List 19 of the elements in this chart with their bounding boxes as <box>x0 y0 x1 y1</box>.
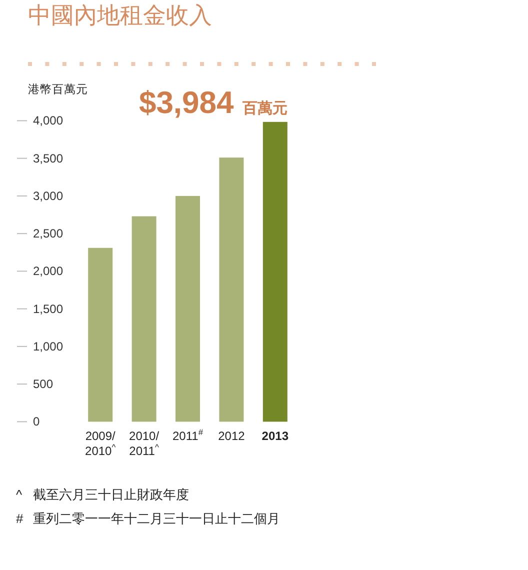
x-tick-label: 2012 <box>218 429 246 443</box>
y-tick-label: 3,000 <box>33 188 64 203</box>
x-tick-label: 2009/ 2010$^{^}$ <box>85 429 116 458</box>
chart-title: 中國內地租金收入 <box>28 2 212 28</box>
annotation: $3,984 百萬元 <box>138 84 288 120</box>
y-tick-label: 1,500 <box>33 302 64 316</box>
y-tick-label: 1,000 <box>33 339 64 354</box>
y-tick-label: 3,500 <box>33 151 64 166</box>
y-tick-label: 500 <box>33 377 54 392</box>
text: # 重列二零一一年十二月三十一日止十二個月 <box>16 511 280 526</box>
y-tick-label: 4,000 <box>33 114 64 128</box>
x-tick-label: 2011$^{#}$ <box>172 427 204 443</box>
text: ^ 截至六月三十日止財政年度 <box>16 487 189 502</box>
y-tick-label: 0 <box>33 414 40 429</box>
y-tick-label: 2,000 <box>33 264 64 278</box>
x-tick-label: 2013 <box>262 429 289 443</box>
y-axis-title: 港幣百萬元 <box>28 83 88 96</box>
x-tick-label: 2010/ 2011$^{^}$ <box>129 429 160 458</box>
y-tick-label: 2,500 <box>33 226 64 241</box>
